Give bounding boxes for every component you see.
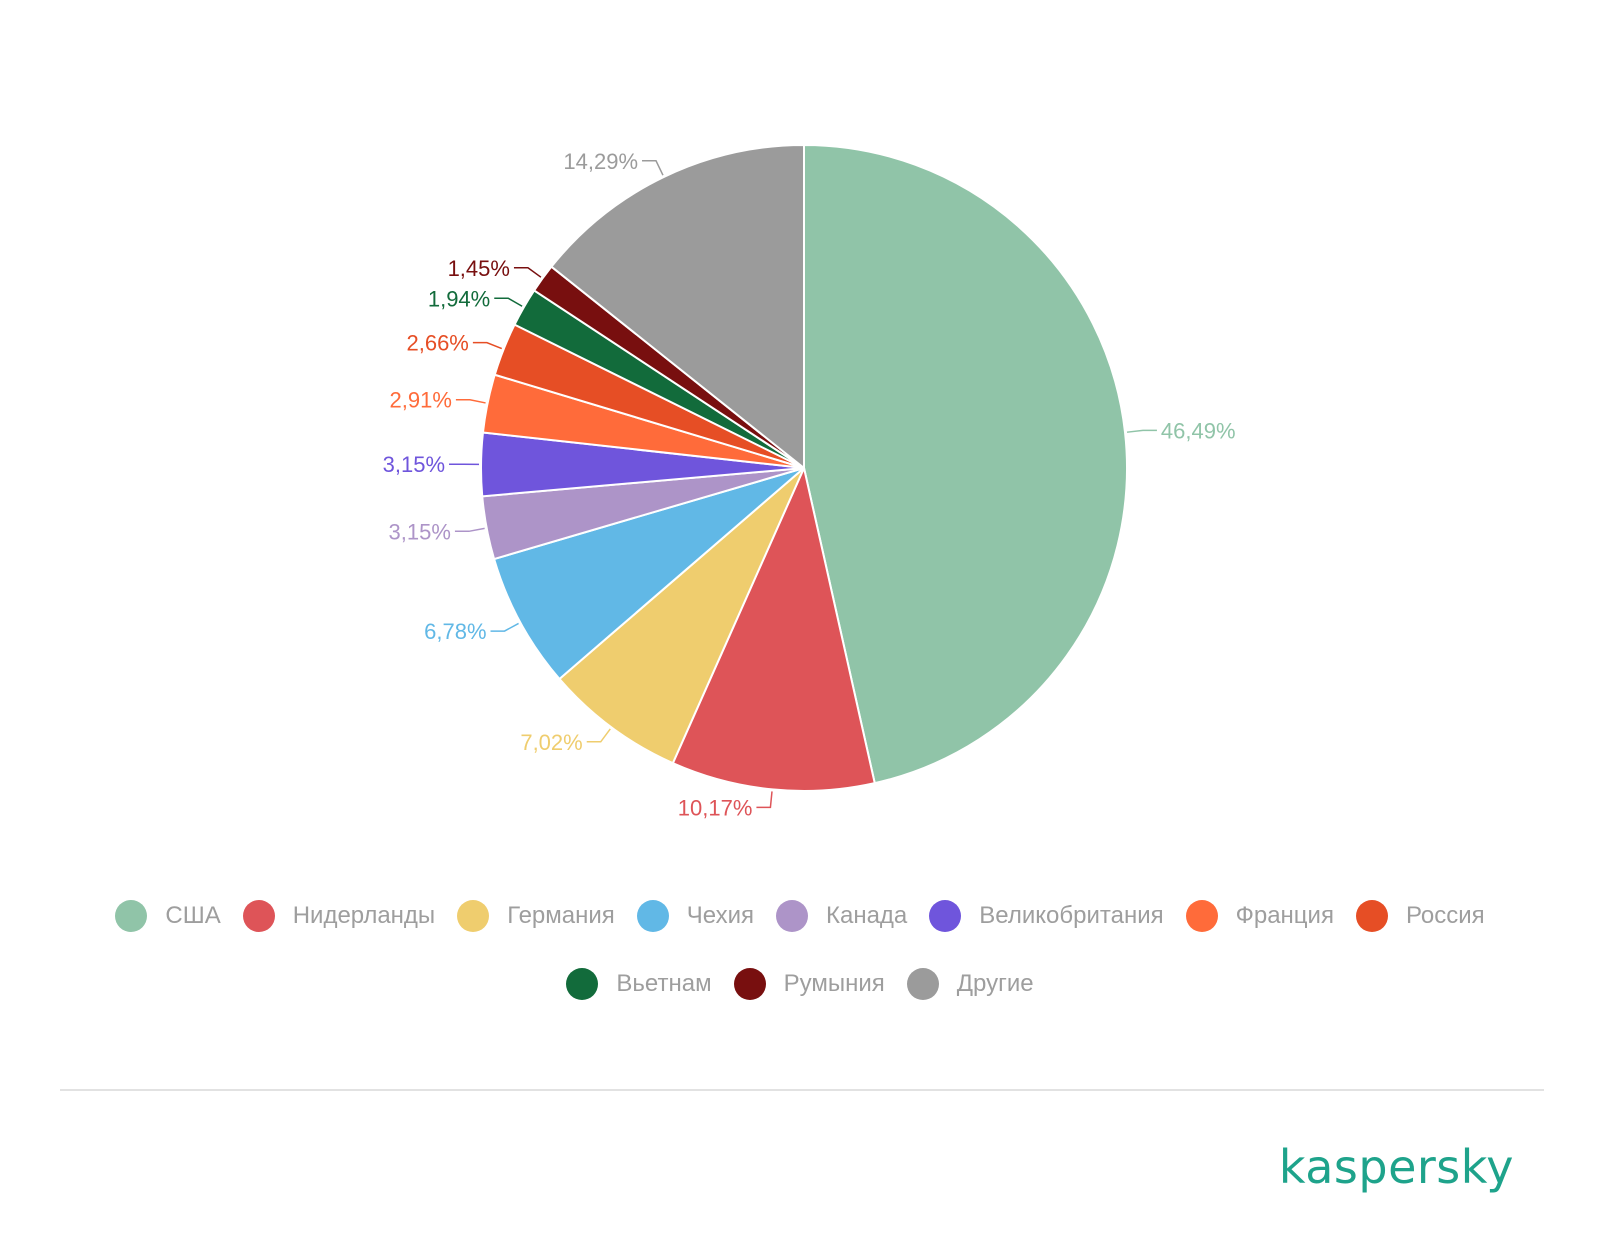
data-label: 7,02%: [520, 730, 582, 755]
legend-label: Чехия: [686, 902, 754, 929]
legend-item: Германия: [457, 900, 615, 932]
legend-swatch: [115, 900, 148, 932]
divider: [60, 1089, 1544, 1091]
legend-item: Чехия: [636, 900, 754, 932]
data-label: 3,15%: [389, 519, 451, 544]
leader-line: [513, 267, 542, 278]
legend-label: Вьетнам: [616, 970, 712, 997]
legend-label: Канада: [826, 902, 908, 929]
data-label: 14,29%: [563, 149, 638, 174]
legend-label: Румыния: [783, 970, 885, 997]
legend-label: Франция: [1235, 902, 1334, 929]
legend-label: Другие: [956, 970, 1034, 997]
legend-swatch: [1185, 900, 1218, 932]
legend-label: Нидерланды: [292, 902, 436, 929]
legend-label: Великобритания: [979, 902, 1164, 929]
leader-line: [494, 297, 523, 307]
legend-swatch: [1355, 900, 1388, 932]
legend-item: Вьетнам: [566, 968, 712, 1000]
leader-line: [490, 622, 519, 632]
legend-item: США: [115, 900, 221, 932]
pie-slice: [803, 143, 1128, 785]
legend-label: Германия: [507, 902, 615, 929]
legend-swatch: [636, 900, 669, 932]
legend-swatch: [929, 900, 962, 932]
data-label: 46,49%: [1161, 418, 1236, 443]
legend-item: Канада: [776, 900, 907, 932]
legend-label: Россия: [1405, 902, 1485, 929]
legend-item: Франция: [1185, 900, 1334, 932]
leader-line: [454, 527, 485, 533]
legend-swatch: [733, 968, 766, 1000]
leader-line: [1126, 429, 1157, 433]
legend-row: Вьетнам Румыния Другие: [0, 968, 1600, 1000]
legend-item: Нидерланды: [242, 900, 436, 932]
legend-swatch: [906, 968, 939, 1000]
leader-line: [455, 398, 486, 404]
pie-slice: [557, 467, 805, 765]
pie-slice: [550, 143, 805, 471]
legend-swatch: [776, 900, 808, 932]
kaspersky-logo: kaspersky: [1278, 1140, 1514, 1194]
data-label: 1,94%: [428, 286, 490, 311]
legend-item: Румыния: [733, 968, 885, 1000]
leader-line: [586, 728, 611, 743]
data-label: 1,45%: [448, 256, 510, 281]
pie-slice: [492, 467, 805, 681]
data-label: 10,17%: [678, 795, 753, 820]
leader-line: [756, 791, 773, 809]
legend-label: США: [165, 902, 221, 929]
leader-line: [472, 341, 503, 350]
data-label: 2,91%: [390, 388, 452, 413]
legend-item: Великобритания: [929, 900, 1164, 932]
legend-item: Другие: [906, 968, 1034, 1000]
data-label: 3,15%: [383, 452, 445, 477]
data-label: 6,78%: [424, 619, 486, 644]
legend-row: США Нидерланды Германия Чехия Канада Великобр…: [0, 900, 1600, 932]
leader-line: [642, 160, 664, 176]
legend-swatch: [566, 968, 599, 1000]
legend-swatch: [242, 900, 275, 932]
data-label: 2,66%: [406, 331, 468, 356]
legend-item: Россия: [1355, 900, 1485, 932]
pie-slice: [671, 464, 876, 792]
legend-swatch: [457, 900, 490, 932]
